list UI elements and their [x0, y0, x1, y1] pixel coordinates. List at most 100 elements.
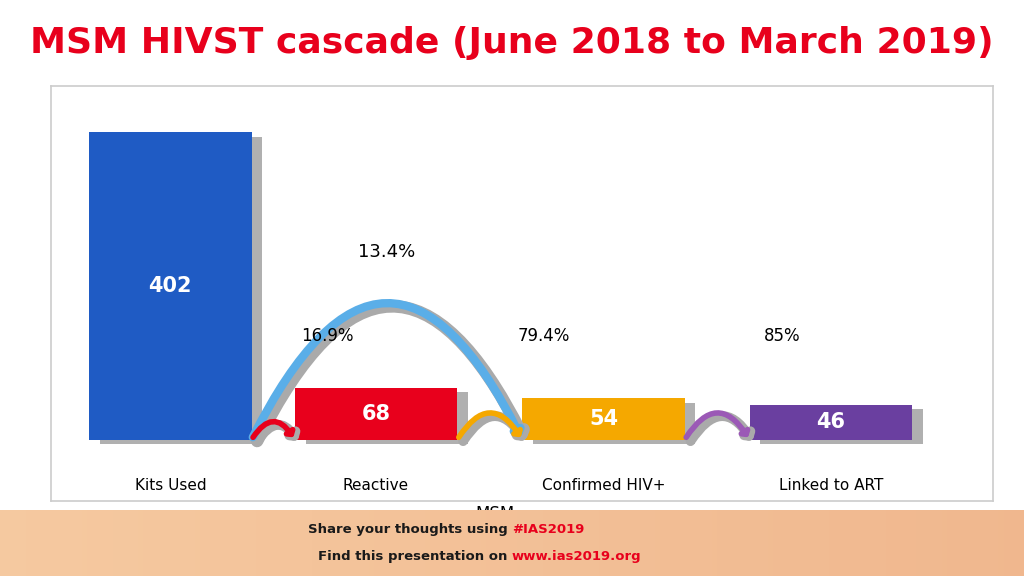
Bar: [814, 510, 819, 576]
Bar: [276, 510, 282, 576]
Bar: [179, 510, 184, 576]
Bar: [988, 510, 993, 576]
Bar: [348, 510, 353, 576]
Bar: [748, 510, 753, 576]
Bar: [742, 510, 748, 576]
Text: 85%: 85%: [764, 327, 801, 345]
Bar: [113, 510, 118, 576]
Bar: [522, 399, 685, 439]
Bar: [384, 510, 389, 576]
Bar: [77, 510, 82, 576]
Bar: [527, 510, 532, 576]
Bar: [768, 510, 773, 576]
Bar: [297, 510, 302, 576]
Bar: [620, 510, 625, 576]
Bar: [72, 510, 77, 576]
Bar: [369, 510, 374, 576]
Bar: [937, 510, 942, 576]
Text: www.ias2019.org: www.ias2019.org: [512, 550, 642, 563]
Bar: [364, 510, 369, 576]
Bar: [445, 510, 451, 576]
Bar: [543, 510, 548, 576]
Bar: [271, 510, 276, 576]
Bar: [256, 510, 261, 576]
Bar: [973, 510, 978, 576]
Bar: [548, 510, 553, 576]
Bar: [307, 510, 312, 576]
Bar: [148, 510, 154, 576]
FancyArrowPatch shape: [690, 416, 751, 441]
Bar: [425, 510, 430, 576]
Bar: [963, 510, 968, 576]
Bar: [410, 510, 415, 576]
Bar: [26, 510, 31, 576]
Text: 79.4%: 79.4%: [518, 327, 570, 345]
Bar: [732, 510, 737, 576]
Bar: [435, 510, 440, 576]
Bar: [471, 510, 476, 576]
Bar: [215, 510, 220, 576]
Bar: [236, 510, 241, 576]
Bar: [358, 510, 364, 576]
Bar: [292, 510, 297, 576]
Bar: [246, 510, 251, 576]
Bar: [707, 510, 712, 576]
Bar: [625, 510, 630, 576]
Bar: [584, 510, 589, 576]
Bar: [200, 510, 205, 576]
Bar: [589, 510, 594, 576]
Bar: [143, 510, 148, 576]
FancyArrowPatch shape: [257, 425, 296, 441]
Bar: [461, 510, 466, 576]
Bar: [205, 510, 210, 576]
Bar: [89, 132, 252, 439]
Text: 54: 54: [589, 409, 618, 429]
Bar: [36, 510, 41, 576]
Text: 16.9%: 16.9%: [301, 327, 353, 345]
Bar: [481, 510, 486, 576]
Bar: [492, 510, 497, 576]
Bar: [579, 510, 584, 576]
Bar: [87, 510, 92, 576]
Bar: [338, 510, 343, 576]
Bar: [676, 510, 681, 576]
Bar: [261, 510, 266, 576]
Bar: [1009, 510, 1014, 576]
Bar: [128, 510, 133, 576]
Bar: [783, 510, 788, 576]
Bar: [568, 510, 573, 576]
Bar: [788, 510, 794, 576]
Bar: [804, 510, 809, 576]
Bar: [353, 510, 358, 576]
Text: Kits Used: Kits Used: [134, 479, 206, 494]
Bar: [100, 137, 262, 444]
Bar: [61, 510, 67, 576]
Bar: [901, 510, 906, 576]
Bar: [323, 510, 328, 576]
Text: MSM HIVST cascade (June 2018 to March 2019): MSM HIVST cascade (June 2018 to March 20…: [30, 26, 994, 60]
Bar: [758, 510, 763, 576]
Text: 68: 68: [361, 404, 390, 424]
Bar: [302, 510, 307, 576]
Text: Reactive: Reactive: [343, 479, 410, 494]
FancyArrowPatch shape: [253, 422, 293, 437]
Text: 402: 402: [148, 276, 193, 296]
Bar: [466, 510, 471, 576]
Bar: [507, 510, 512, 576]
Bar: [20, 510, 26, 576]
Bar: [287, 510, 292, 576]
Bar: [394, 510, 399, 576]
Bar: [722, 510, 727, 576]
Bar: [138, 510, 143, 576]
Bar: [522, 510, 527, 576]
Bar: [133, 510, 138, 576]
Bar: [486, 510, 492, 576]
Bar: [220, 510, 225, 576]
Bar: [850, 510, 855, 576]
Bar: [92, 510, 97, 576]
Bar: [922, 510, 927, 576]
Bar: [671, 510, 676, 576]
Bar: [865, 510, 870, 576]
Bar: [415, 510, 420, 576]
Bar: [174, 510, 179, 576]
